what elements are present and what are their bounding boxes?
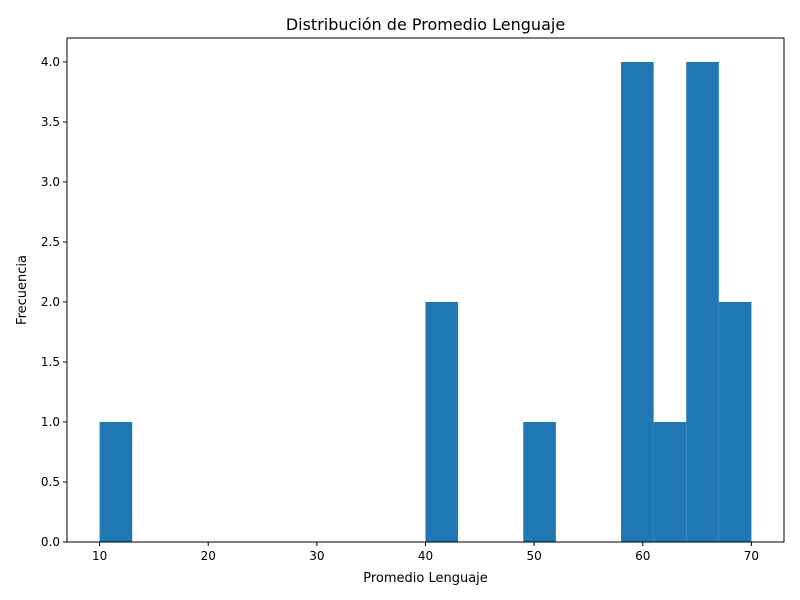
y-tick-label-5: 2.5 bbox=[41, 235, 60, 249]
x-tick-label-6: 70 bbox=[744, 549, 759, 563]
histogram-bar-6 bbox=[718, 302, 752, 542]
x-tick-label-0: 10 bbox=[92, 549, 107, 563]
y-tick-label-0: 0.0 bbox=[41, 535, 60, 549]
y-tick-label-8: 4.0 bbox=[41, 55, 60, 69]
y-tick-label-1: 0.5 bbox=[41, 475, 60, 489]
x-tick-label-1: 20 bbox=[201, 549, 216, 563]
x-axis-ticks: 10 20 30 40 50 60 70 bbox=[92, 542, 759, 563]
bars-group bbox=[99, 62, 752, 542]
y-tick-label-4: 2.0 bbox=[41, 295, 60, 309]
x-axis-title: Promedio Lenguaje bbox=[363, 571, 488, 586]
histogram-bar-4 bbox=[653, 422, 687, 542]
y-tick-label-7: 3.5 bbox=[41, 115, 60, 129]
histogram-bar-5 bbox=[686, 62, 719, 542]
y-tick-label-3: 1.5 bbox=[41, 355, 60, 369]
x-tick-label-5: 60 bbox=[635, 549, 650, 563]
y-tick-label-6: 3.0 bbox=[41, 175, 60, 189]
chart-title: Distribución de Promedio Lenguaje bbox=[286, 15, 565, 34]
x-tick-label-3: 40 bbox=[418, 549, 433, 563]
y-tick-label-2: 1.0 bbox=[41, 415, 60, 429]
x-tick-label-4: 50 bbox=[526, 549, 541, 563]
histogram-bar-0 bbox=[99, 422, 133, 542]
histogram-bar-3 bbox=[621, 62, 654, 542]
x-tick-label-2: 30 bbox=[309, 549, 324, 563]
y-axis-ticks: 0.0 0.5 1.0 1.5 2.0 2.5 3.0 3.5 4.0 bbox=[41, 55, 67, 549]
histogram-bar-1 bbox=[425, 302, 459, 542]
histogram-bar-2 bbox=[523, 422, 556, 542]
y-axis-title: Frecuencia bbox=[15, 255, 30, 325]
